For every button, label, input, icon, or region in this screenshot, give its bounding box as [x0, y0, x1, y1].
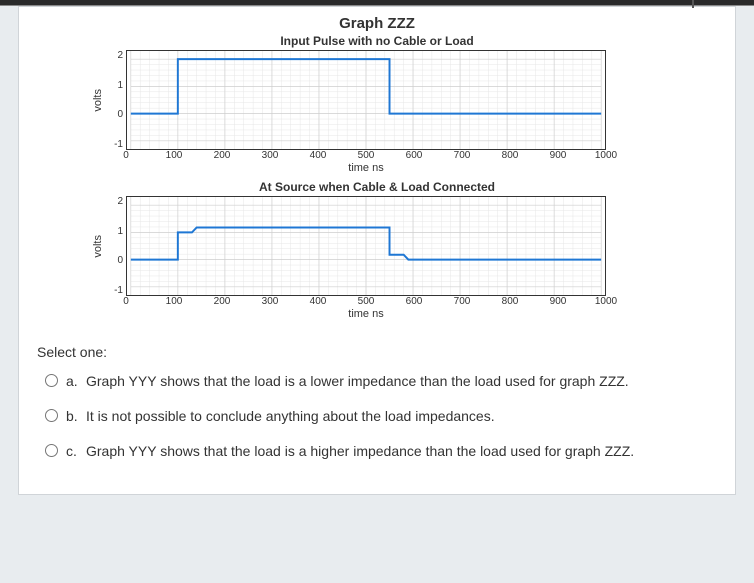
panel1-title: Input Pulse with no Cable or Load: [92, 34, 662, 48]
question-block: Select one: a. Graph YYY shows that the …: [37, 342, 725, 462]
panel1-plot: [126, 50, 606, 150]
ytick: 0: [108, 255, 123, 266]
xtick: 700: [450, 296, 474, 307]
panel2-xticks: 01002003004005006007008009001000: [126, 296, 606, 307]
option-b[interactable]: b. It is not possible to conclude anythi…: [45, 406, 725, 427]
ytick: 1: [108, 226, 123, 237]
xtick: 300: [258, 296, 282, 307]
xtick: 1000: [594, 150, 618, 161]
panel1-ylabel: volts: [92, 89, 108, 112]
panel2-plot: [126, 196, 606, 296]
question-prompt: Select one:: [37, 342, 725, 363]
panel1-xlabel: time ns: [126, 162, 606, 174]
ytick: 2: [108, 50, 123, 61]
option-text: Graph YYY shows that the load is a highe…: [86, 441, 725, 462]
option-text: It is not possible to conclude anything …: [86, 406, 725, 427]
panel2-yticks: 2 1 0 -1: [108, 196, 126, 296]
xtick: 100: [162, 296, 186, 307]
panel1-row: volts 2 1 0 -1: [92, 50, 662, 150]
xtick: 800: [498, 296, 522, 307]
page-root: Graph ZZZ Input Pulse with no Cable or L…: [0, 0, 754, 583]
xtick: 200: [210, 296, 234, 307]
ytick: 0: [108, 109, 123, 120]
xtick: 300: [258, 150, 282, 161]
xtick: 400: [306, 150, 330, 161]
option-text: Graph YYY shows that the load is a lower…: [86, 371, 725, 392]
panel2-row: volts 2 1 0 -1: [92, 196, 662, 296]
xtick: 0: [114, 150, 138, 161]
xtick: 900: [546, 296, 570, 307]
panel2-ylabel: volts: [92, 235, 108, 258]
option-letter: b.: [66, 406, 86, 427]
xtick: 900: [546, 150, 570, 161]
ytick: 2: [108, 196, 123, 207]
xtick: 200: [210, 150, 234, 161]
option-letter: c.: [66, 441, 86, 462]
figure-block: Graph ZZZ Input Pulse with no Cable or L…: [92, 15, 662, 320]
xtick: 600: [402, 150, 426, 161]
ytick: 1: [108, 80, 123, 91]
ytick: -1: [108, 139, 123, 150]
xtick: 600: [402, 296, 426, 307]
option-a[interactable]: a. Graph YYY shows that the load is a lo…: [45, 371, 725, 392]
radio-b[interactable]: [45, 409, 58, 422]
xtick: 700: [450, 150, 474, 161]
xtick: 400: [306, 296, 330, 307]
xtick: 500: [354, 296, 378, 307]
scrollbar-hint: [692, 0, 694, 8]
figure-main-title: Graph ZZZ: [92, 15, 662, 32]
panel1-yticks: 2 1 0 -1: [108, 50, 126, 150]
xtick: 100: [162, 150, 186, 161]
panel2-xlabel: time ns: [126, 308, 606, 320]
radio-c[interactable]: [45, 444, 58, 457]
content-card: Graph ZZZ Input Pulse with no Cable or L…: [18, 6, 736, 495]
xtick: 1000: [594, 296, 618, 307]
xtick: 0: [114, 296, 138, 307]
xtick: 800: [498, 150, 522, 161]
option-letter: a.: [66, 371, 86, 392]
xtick: 500: [354, 150, 378, 161]
radio-a[interactable]: [45, 374, 58, 387]
panel1-xticks: 01002003004005006007008009001000: [126, 150, 606, 161]
panel2-title: At Source when Cable & Load Connected: [92, 180, 662, 194]
ytick: -1: [108, 285, 123, 296]
option-c[interactable]: c. Graph YYY shows that the load is a hi…: [45, 441, 725, 462]
